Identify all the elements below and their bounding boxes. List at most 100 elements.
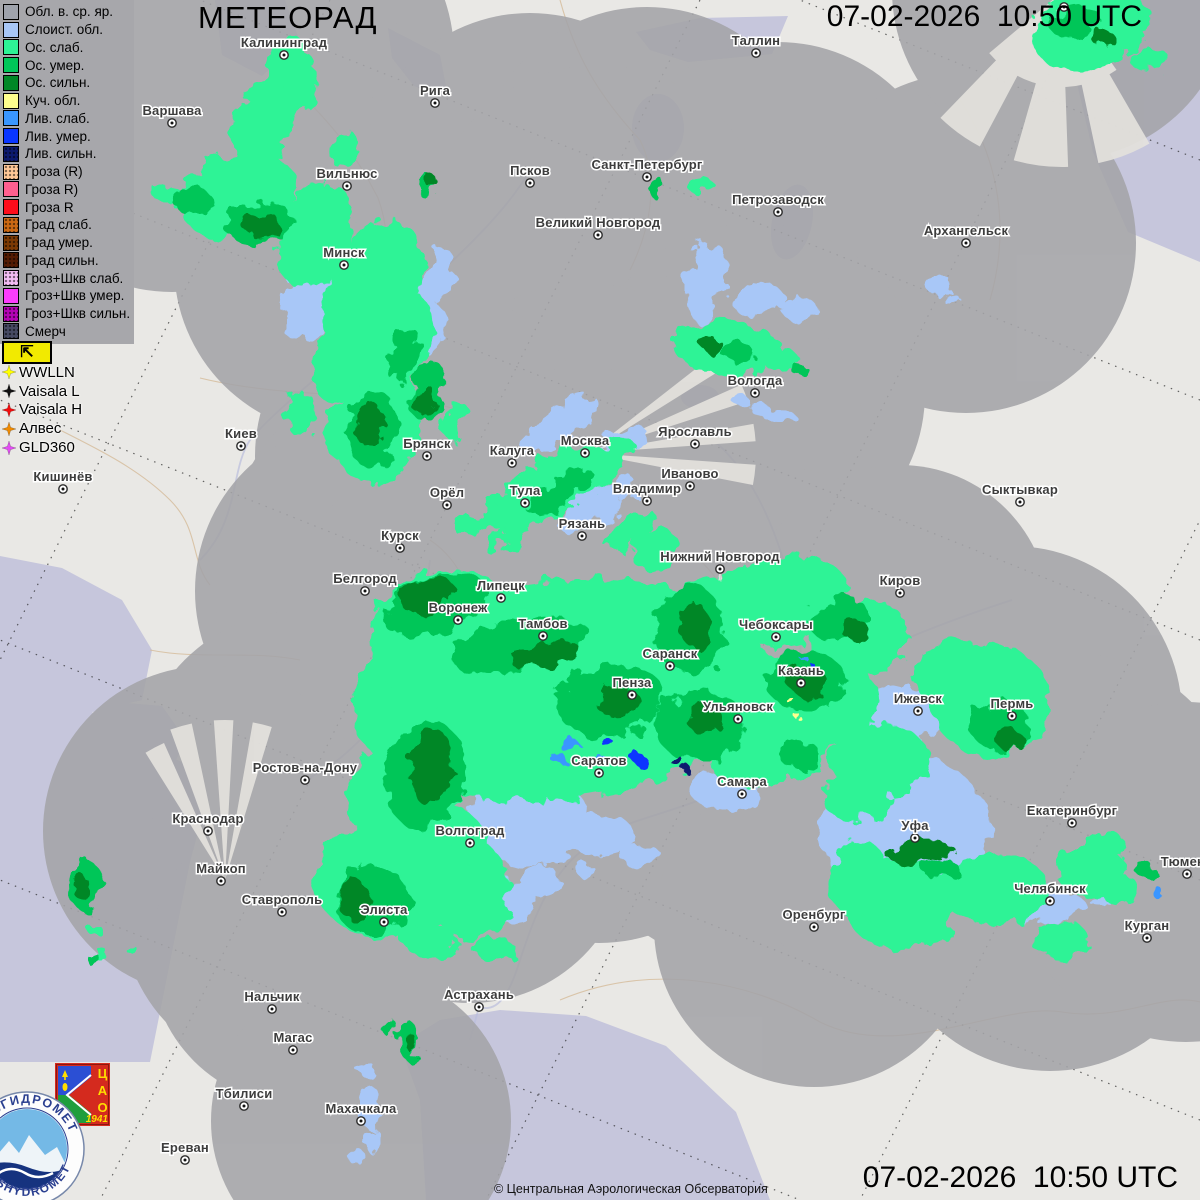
precip-blob-G1 [940, 855, 1050, 925]
precip-blob-G3 [885, 841, 955, 863]
legend-swatch [3, 21, 19, 38]
blockage-wedge [213, 720, 234, 880]
city-label: Тбилиси [216, 1086, 273, 1101]
legend-label: Град сильн. [25, 252, 99, 268]
city: Владимир [611, 480, 682, 506]
precip-blob-G3 [788, 668, 828, 696]
precip-blob-G1 [484, 527, 520, 553]
precip-blob-S [944, 294, 960, 306]
legend-row: Лив. сильн. [3, 145, 134, 163]
city-marker-dot [964, 241, 968, 245]
cao-logo-text: ЦАО [95, 1066, 110, 1117]
precip-blob-S [782, 298, 818, 322]
city-label: Санкт-Петербург [591, 157, 702, 172]
precip-blob-G3 [702, 337, 722, 353]
city-marker-dot [1048, 899, 1052, 903]
precip-blob-G1 [940, 638, 990, 672]
precip-blob-G1 [230, 80, 294, 170]
precip-blob-Y [755, 709, 761, 715]
legend-label: Гроз+Шкв слаб. [25, 270, 124, 286]
legend-label: Слоист. обл. [25, 22, 104, 38]
city-marker-dot [291, 1048, 295, 1052]
city-marker-dot [359, 1119, 363, 1123]
precip-blob-Y [786, 697, 794, 703]
legend-swatch [3, 3, 19, 20]
precip-blob-S [356, 1061, 374, 1075]
city-marker-dot [499, 596, 503, 600]
city-label: Белгород [333, 571, 397, 586]
city: Магас [272, 1029, 314, 1055]
precipitation-legend: Обл. в. ср. яр. Слоист. обл. Ос. слаб. Ос. … [0, 0, 134, 345]
precip-blob-G1 [1085, 831, 1125, 859]
precip-blob-G3 [407, 1033, 415, 1053]
city: Таллин [730, 32, 782, 58]
precip-blob-S [365, 1126, 379, 1154]
lightning-source-label: Vaisala L [19, 382, 80, 400]
city-label: Курск [381, 528, 419, 543]
city-label: Сыктывкар [982, 482, 1058, 497]
city: Москва [559, 432, 611, 458]
lightning-cross-icon [2, 402, 16, 417]
graticule-line [0, 879, 802, 1200]
precip-blob-Y [794, 713, 800, 719]
city: Архангельск [922, 222, 1010, 248]
city-marker-dot [799, 681, 803, 685]
precip-blob-G1 [1130, 48, 1170, 72]
city-label: Киев [225, 426, 257, 441]
city-label: Рига [420, 83, 451, 98]
precip-blob-G3 [1093, 32, 1117, 48]
city: Вильнюс [315, 165, 379, 191]
city-marker-dot [1018, 500, 1022, 504]
city: Киров [878, 572, 922, 598]
city-label: Воронеж [429, 600, 488, 615]
city-marker-dot [645, 175, 649, 179]
city-label: Рязань [559, 516, 606, 531]
city-label: Пенза [613, 675, 653, 690]
roshydromet-logo: РОСГИДРОМЕТ ROSHYDROMET [0, 1091, 85, 1200]
precip-blob-G1 [767, 351, 799, 373]
blockage-wedge [225, 722, 272, 880]
city: Челябинск [1013, 880, 1087, 906]
city-label: Калуга [490, 443, 535, 458]
city-marker-dot [916, 709, 920, 713]
precip-blob-G3 [336, 878, 368, 918]
city: Калуга [488, 442, 536, 468]
precip-blob-G3 [679, 603, 711, 647]
city-marker-dot [1070, 821, 1074, 825]
legend-swatch [3, 128, 19, 145]
legend-row: Гроз+Шкв умер. [3, 287, 134, 305]
lightning-source-label: GLD360 [19, 439, 75, 457]
legend-swatch [3, 92, 19, 109]
city: Уфа [900, 817, 931, 843]
precip-blob-G1 [473, 940, 517, 960]
graticule-line [485, 0, 1087, 1200]
city-marker-dot [303, 778, 307, 782]
page-title: МЕТЕОРАД [198, 0, 378, 35]
city: Астрахань [442, 986, 515, 1012]
legend-label: Гроз+Шкв умер. [25, 288, 125, 304]
precip-blob-G1 [1030, 922, 1090, 958]
legend-label: Ос. сильн. [25, 75, 91, 91]
city-marker-dot [433, 101, 437, 105]
city-marker-dot [580, 534, 584, 538]
legend-row: Гроз+Шкв сильн. [3, 305, 134, 323]
precip-blob-S [926, 277, 954, 295]
precip-blob-B2 [633, 755, 647, 765]
lightning-source-row: Vaisala L [2, 382, 82, 401]
city: Казань [776, 662, 825, 688]
precip-blob-B1 [552, 755, 568, 765]
precip-blob-S [349, 1145, 361, 1165]
nw-arrow-icon: ⇱ [20, 343, 34, 361]
city: Ставрополь [240, 891, 324, 917]
legend-swatch [3, 57, 19, 74]
city: Санкт-Петербург [590, 156, 704, 182]
precip-blob-G2 [922, 859, 958, 877]
city-label: Уфа [901, 818, 929, 833]
city-marker-dot [445, 503, 449, 507]
legend-swatch [3, 74, 19, 91]
lightning-sources-legend: WWLLN Vaisala L Vaisala H Алвес GLD360 [2, 363, 82, 457]
city-marker-dot [242, 1104, 246, 1108]
city-label: Калининград [241, 35, 328, 50]
blockage-wedge [170, 723, 225, 880]
city-label: Петрозаводск [732, 192, 824, 207]
